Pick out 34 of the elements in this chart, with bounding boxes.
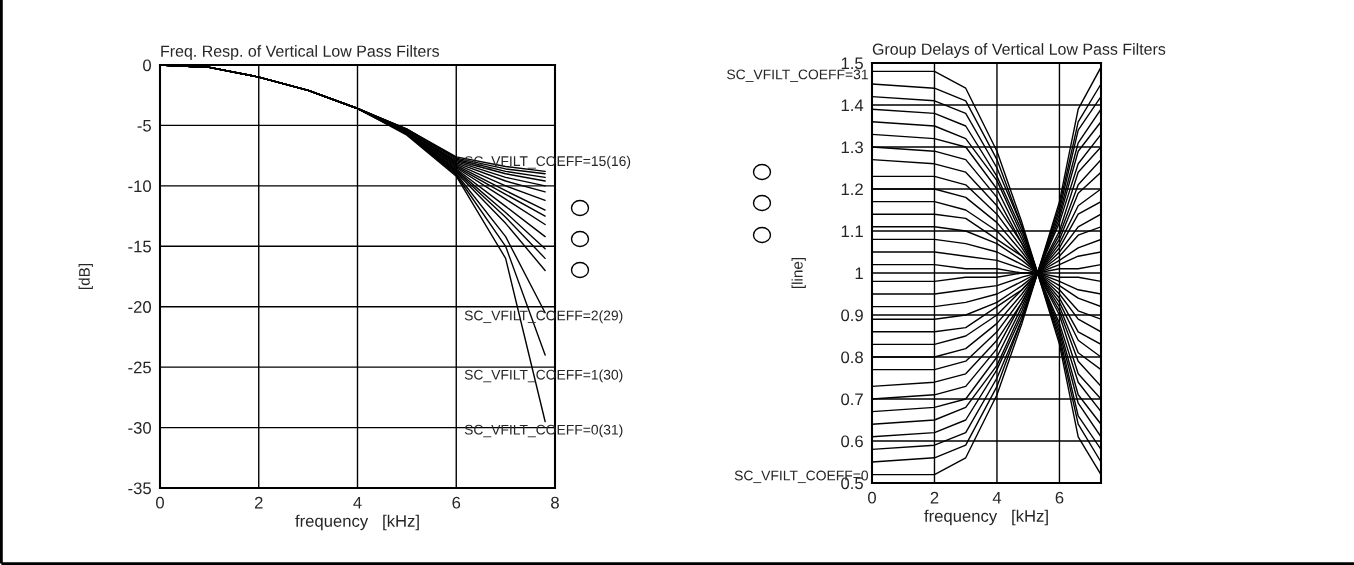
chart-title: Group Delays of Vertical Low Pass Filters	[872, 43, 1166, 58]
x-axis-title: frequency [kHz]	[924, 509, 1048, 526]
y-tick-label: 1.3	[841, 141, 863, 154]
y-tick-label: 0.6	[841, 435, 863, 448]
x-tick-label: 4	[992, 491, 1002, 504]
x-tick-label: 0	[156, 496, 164, 509]
y-tick-label: -5	[137, 120, 151, 132]
y-tick-label: -10	[128, 180, 152, 193]
y-tick-label: -20	[128, 301, 152, 313]
y-tick-label: -30	[128, 421, 152, 434]
y-tick-label: 1.4	[841, 99, 864, 112]
x-tick-label: 2	[930, 491, 939, 504]
y-tick-label: -35	[128, 482, 151, 495]
y-tick-label: 1.1	[841, 225, 863, 238]
text: SC_VFILT_COEFF=31	[727, 69, 868, 82]
y-tick-label: 1.2	[841, 183, 863, 196]
y-tick-label: 0.8	[841, 351, 863, 364]
x-tick-label: 8	[551, 496, 559, 509]
y-tick-label: 0.9	[841, 309, 863, 322]
y-tick-label: 1.5	[841, 57, 863, 70]
y-tick-label: 0	[143, 59, 152, 72]
x-tick-label: 6	[452, 496, 461, 509]
y-axis-title: [dB]	[78, 264, 93, 289]
y-axis-title: [line]	[791, 257, 806, 289]
x-tick-label: 4	[353, 496, 362, 509]
chart-title: Freq. Resp. of Vertical Low Pass Filters	[161, 45, 440, 60]
y-tick-label: 0.7	[841, 393, 863, 406]
y-tick-label: 1	[855, 267, 863, 280]
x-axis-title: frequency [kHz]	[295, 514, 419, 531]
y-tick-label: -25	[128, 361, 151, 374]
y-tick-label: -15	[128, 240, 151, 253]
x-tick-label: 0	[868, 491, 876, 504]
x-tick-label: 2	[254, 496, 263, 509]
x-tick-label: 6	[1055, 491, 1064, 504]
